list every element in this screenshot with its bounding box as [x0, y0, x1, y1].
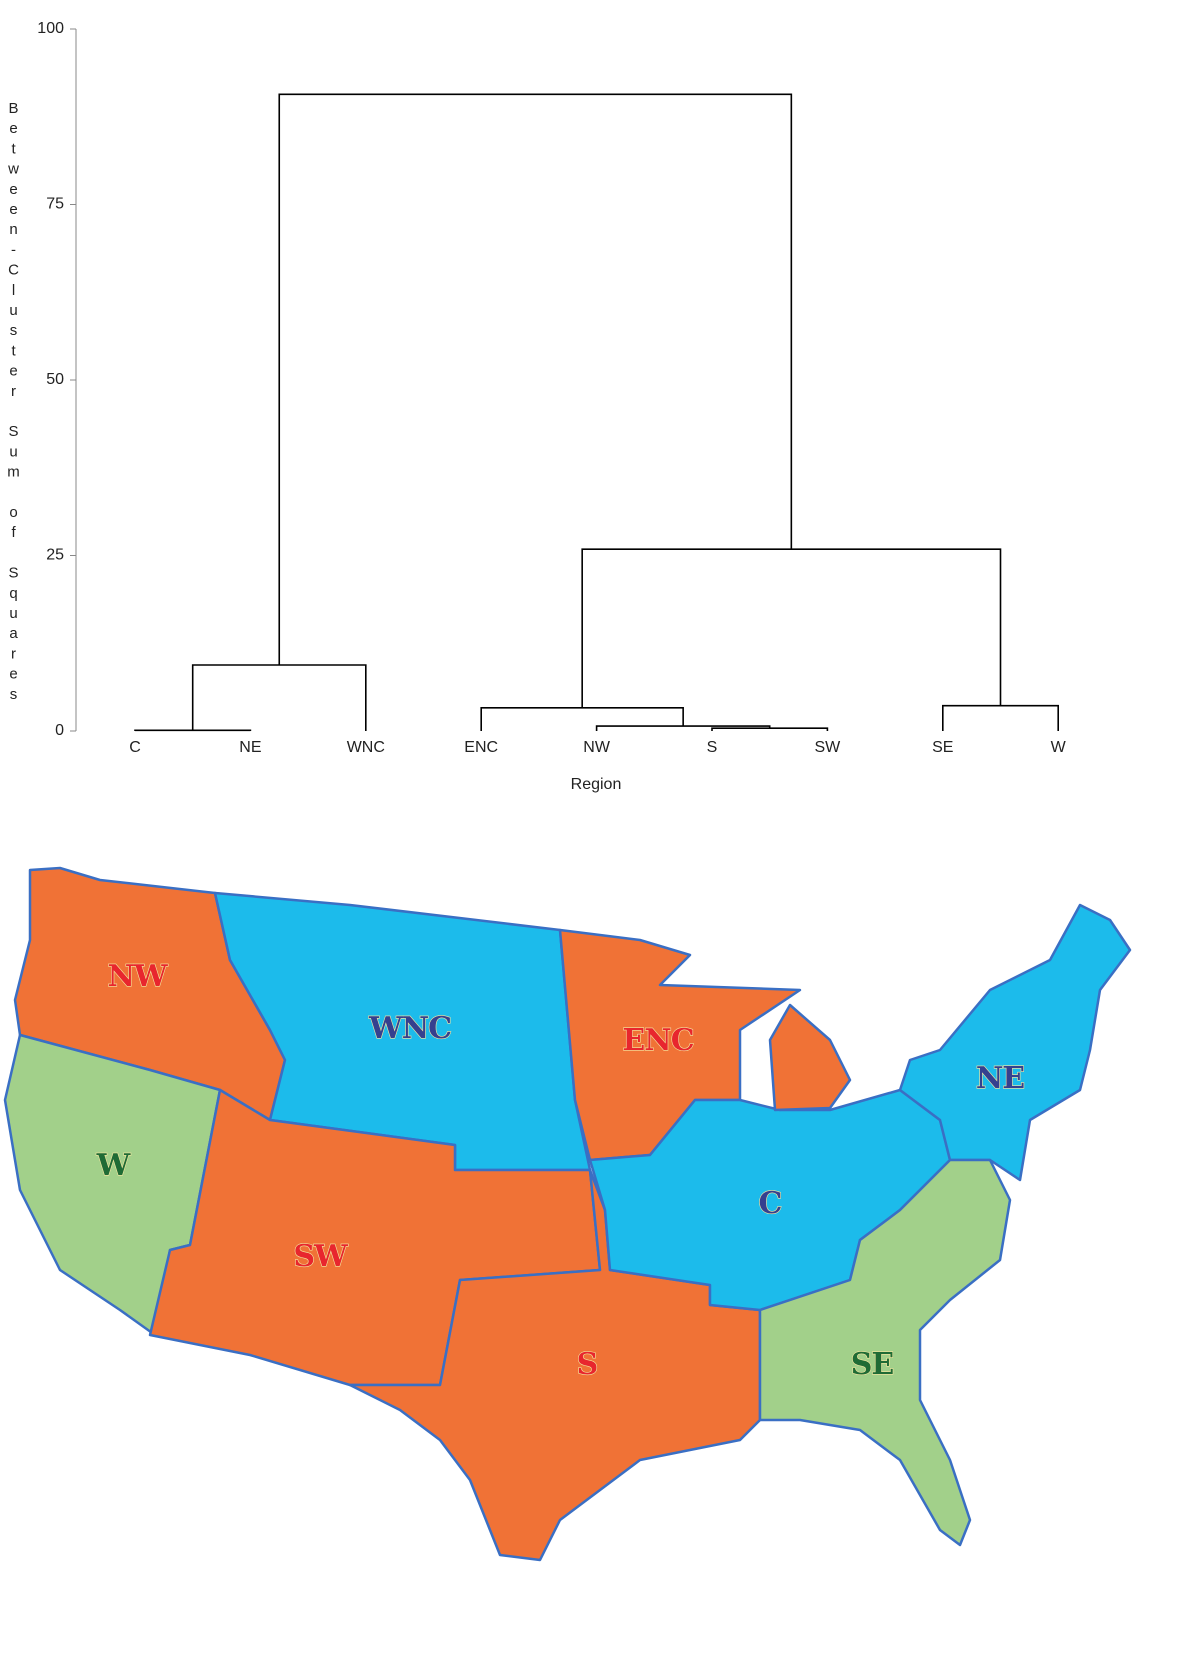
- region-label: WNC: [368, 1011, 451, 1046]
- region-label: ENC: [622, 1023, 693, 1058]
- y-tick-label: 75: [46, 196, 64, 213]
- leaf-label: WNC: [347, 739, 385, 756]
- leaf-label: W: [1051, 739, 1067, 756]
- y-axis-title: Between-Cluster Sum of Squares: [5, 100, 22, 706]
- leaf-label: S: [707, 739, 718, 756]
- x-axis-title: Region: [571, 776, 622, 793]
- y-tick-label: 0: [55, 722, 64, 739]
- merge: [711, 727, 829, 731]
- region-label: SE: [851, 1347, 894, 1382]
- leaf-label: SW: [815, 739, 842, 756]
- y-tick-label: 25: [46, 547, 64, 564]
- merge: [942, 704, 1059, 731]
- region-part: [768, 1003, 852, 1112]
- merge: [581, 548, 1002, 708]
- region-label: NW: [107, 959, 168, 994]
- leaf-label: ENC: [464, 739, 498, 756]
- merge: [191, 664, 367, 731]
- merge: [480, 707, 684, 731]
- region-label: S: [577, 1347, 598, 1382]
- leaf-label: NE: [239, 739, 261, 756]
- leaf-label: NW: [583, 739, 611, 756]
- leaf-label: C: [129, 739, 141, 756]
- merge: [134, 729, 252, 732]
- region-label: W: [96, 1148, 132, 1183]
- merge: [278, 93, 793, 666]
- region-label: C: [759, 1186, 782, 1221]
- y-tick-label: 100: [37, 20, 64, 37]
- region: [558, 928, 802, 1162]
- region: [758, 1158, 1012, 1547]
- map: NW W WNC ENC SW S C NE SE: [3, 866, 1132, 1562]
- region-label: SW: [293, 1239, 349, 1274]
- region-label: NE: [976, 1061, 1024, 1096]
- y-tick-label: 50: [46, 371, 64, 388]
- leaf-label: SE: [932, 739, 953, 756]
